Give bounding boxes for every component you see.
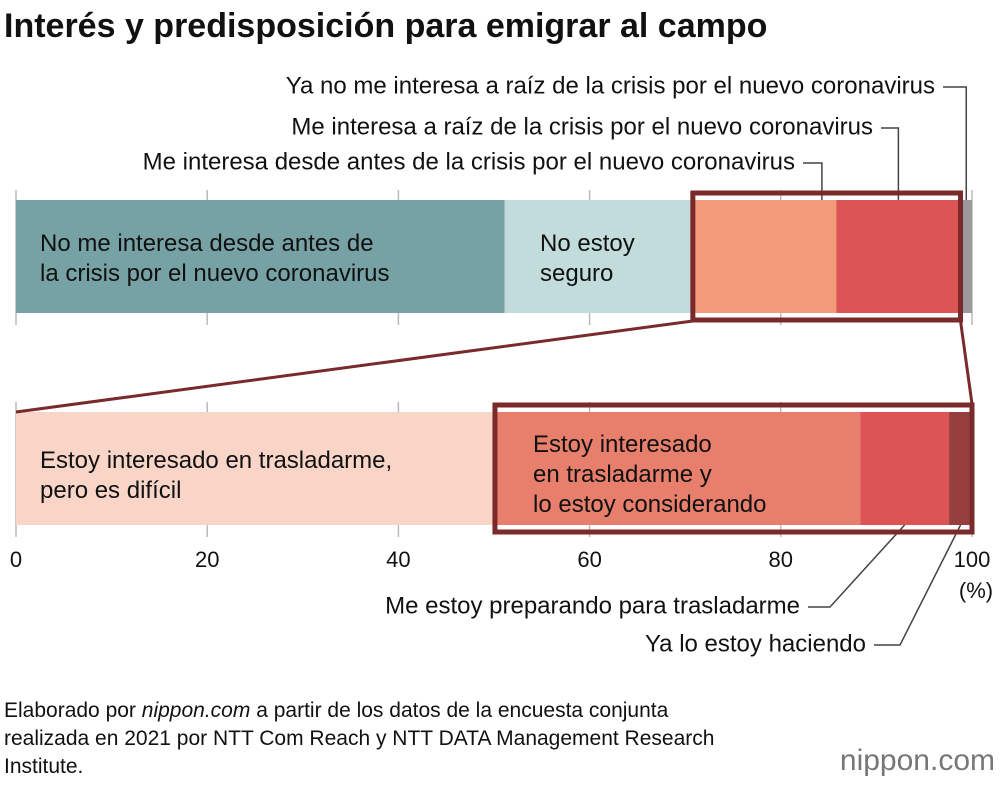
leader-line — [808, 524, 906, 608]
leader-line — [803, 162, 823, 200]
x-tick-label: 40 — [386, 547, 410, 572]
segment-label: No me interesa desde antes de la crisis p… — [40, 230, 390, 287]
bar-segment — [494, 412, 861, 525]
bar-segment — [16, 412, 495, 525]
chart-title: Interés y predisposición para emigrar al… — [4, 7, 767, 45]
segment-label: Ya lo estoy haciendo — [645, 630, 866, 657]
segment-label: Estoy interesado en trasladarme y lo estoy… — [533, 431, 766, 518]
segment-label: Estoy interesado en trasladarme, pero es … — [40, 447, 392, 504]
source-prefix: Elaborado por — [4, 699, 136, 722]
x-tick-label: 60 — [577, 547, 601, 572]
source-rest: a partir de los datos de la encuesta con… — [4, 699, 715, 778]
segment-label: Me estoy preparando para trasladarme — [385, 592, 800, 619]
bar-segment — [949, 412, 972, 525]
segment-label: Ya no me interesa a raíz de la crisis po… — [286, 72, 935, 99]
zoom-connector — [15, 319, 694, 414]
bar-segment — [860, 412, 950, 525]
segment-label: No estoy seguro — [540, 230, 635, 287]
bar-segment — [836, 200, 961, 313]
bar-segment — [16, 200, 505, 313]
source-note: Elaborado por nippon.com a partir de los… — [4, 697, 724, 781]
bar-segment — [692, 200, 837, 313]
highlight-frame — [690, 190, 964, 323]
x-tick-label: 80 — [769, 547, 793, 572]
x-tick-label: 100 — [954, 547, 991, 572]
highlight-frame — [492, 402, 975, 535]
bar-segment — [960, 200, 972, 313]
leader-line — [874, 524, 962, 646]
bar-segment — [504, 200, 693, 313]
x-tick-label: 0 — [10, 547, 22, 572]
segment-label: Me interesa a raíz de la crisis por el n… — [291, 113, 873, 140]
logo: nippon.com — [840, 744, 995, 777]
x-tick-label: 20 — [195, 547, 219, 572]
zoom-connector — [959, 320, 974, 405]
x-unit: (%) — [959, 578, 993, 603]
leader-line — [881, 127, 900, 200]
segment-label: Me interesa desde antes de la crisis por… — [143, 148, 795, 175]
leader-line — [943, 86, 968, 200]
source-site: nippon.com — [141, 699, 251, 722]
